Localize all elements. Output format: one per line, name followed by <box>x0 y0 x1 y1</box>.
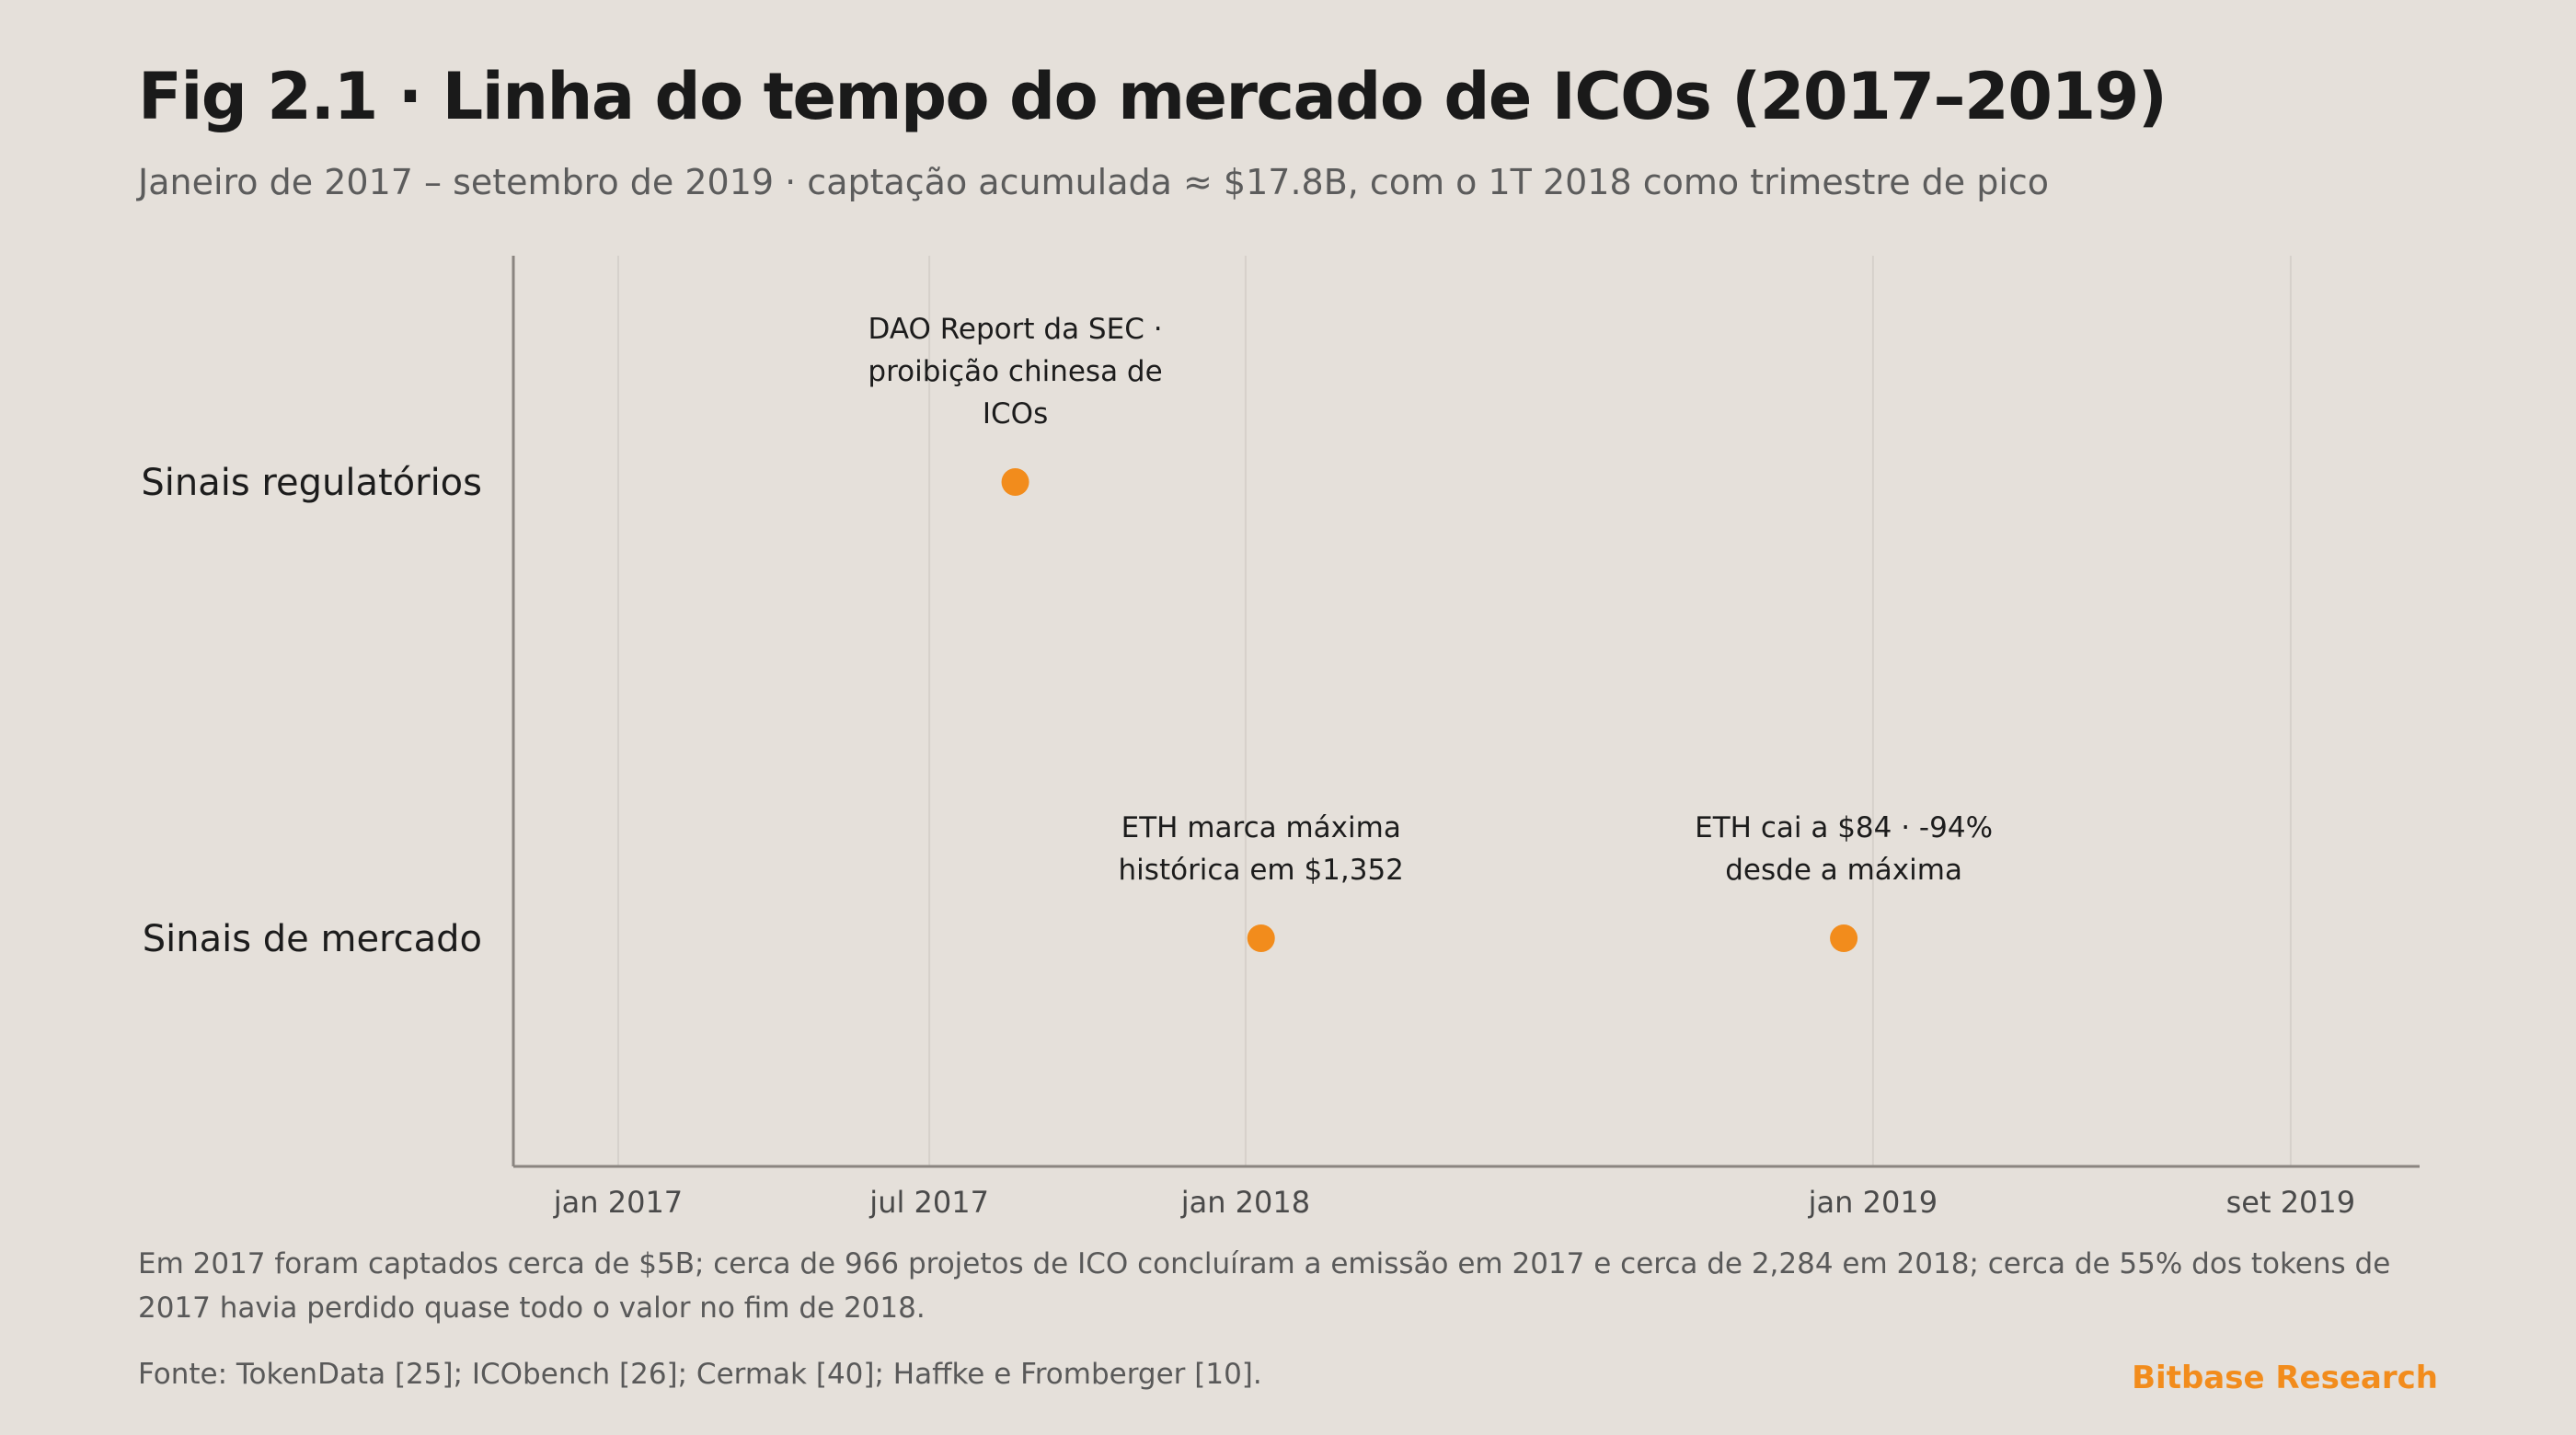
x-tick-label: jan 2019 <box>1808 1185 1938 1220</box>
event-0: DAO Report da SEC · proibição chinesa de I… <box>868 313 1163 496</box>
chart-title: Fig 2.1 · Linha do tempo do mercado de I… <box>138 59 2168 134</box>
event-label: DAO Report da SEC · <box>868 313 1163 346</box>
event-label: proibição chinesa de <box>868 355 1162 388</box>
x-tick-label: set 2019 <box>2226 1185 2356 1220</box>
lane-label: Sinais regulatórios <box>141 462 482 504</box>
event-label: ETH marca máxima <box>1121 811 1401 844</box>
brand-logo-text: Bitbase Research <box>2132 1360 2438 1396</box>
chart-subtitle: Janeiro de 2017 – setembro de 2019 · cap… <box>138 162 2050 202</box>
lane-label: Sinais de mercado <box>143 918 482 960</box>
event-label: histórica em $1,352 <box>1119 854 1404 887</box>
event-label: ICOs <box>983 397 1048 430</box>
axis-layer: jan 2017 jul 2017 jan 2018 jan 2019 set 2019 <box>512 256 2420 1220</box>
grid-layer <box>616 256 2292 1166</box>
event-marker <box>1001 468 1029 496</box>
lane-labels: Sinais regulatórios Sinais de mercado <box>141 462 482 960</box>
x-tick-label: jul 2017 <box>868 1185 989 1220</box>
event-marker <box>1830 924 1858 952</box>
x-tick-label: jan 2018 <box>1180 1185 1310 1220</box>
footnote: Em 2017 foram captados cerca de $5B; cer… <box>138 1247 2391 1325</box>
event-2: ETH cai a $84 · -94% desde a máxima <box>1695 811 1993 952</box>
event-1: ETH marca máxima histórica em $1,352 <box>1119 811 1404 952</box>
source-note: Fonte: TokenData [25]; ICObench [26]; Ce… <box>138 1358 1262 1391</box>
x-tick-label: jan 2017 <box>553 1185 683 1220</box>
event-marker <box>1247 924 1275 952</box>
event-layer: DAO Report da SEC · proibição chinesa de I… <box>868 313 1993 952</box>
event-label: desde a máxima <box>1725 854 1962 887</box>
event-label: ETH cai a $84 · -94% <box>1695 811 1993 844</box>
